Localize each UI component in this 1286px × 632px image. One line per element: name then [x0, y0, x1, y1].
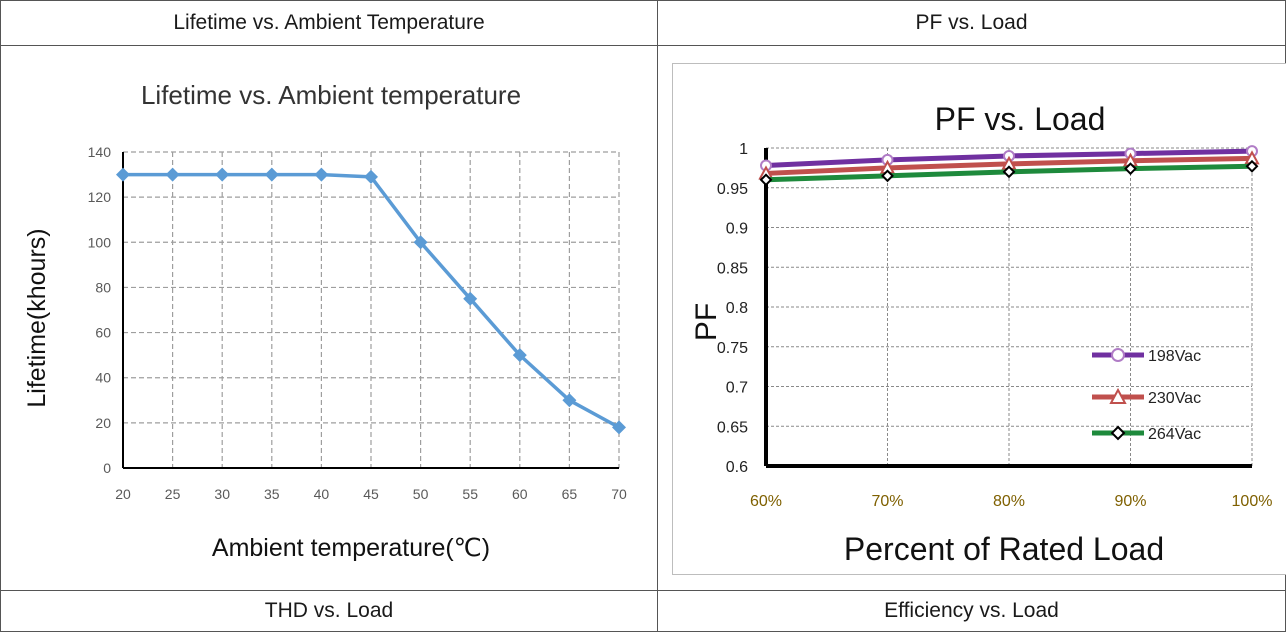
- header-pf: PF vs. Load: [657, 0, 1286, 46]
- data-point-264Vac: [1002, 165, 1016, 179]
- x-tick-label: 65: [562, 486, 578, 502]
- y-tick-label: 80: [95, 279, 111, 295]
- legend-marker-264Vac: [1110, 425, 1126, 441]
- y-tick-label: 0.95: [717, 181, 748, 198]
- y-tick-label: 60: [95, 325, 111, 341]
- legend-label-264Vac: 264Vac: [1148, 426, 1201, 443]
- x-tick-label: 70%: [871, 493, 903, 510]
- x-tick-label: 50: [413, 486, 429, 502]
- y-tick-label: 120: [88, 189, 112, 205]
- data-point-264Vac: [759, 173, 773, 187]
- y-tick-label: 20: [95, 415, 111, 431]
- x-tick-label: 60%: [750, 493, 782, 510]
- x-tick-label: 25: [165, 486, 181, 502]
- pf-cell: PF vs. Load 0.6 0.65 0.7 0.75 0.8 0.85 0.9 0.95 1…: [657, 45, 1286, 591]
- lifetime-cell: Lifetime vs. Ambient temperature 0 20 40 60 8…: [0, 45, 658, 591]
- y-tick-label: 0.85: [717, 260, 748, 277]
- x-tick-label: 20: [115, 486, 131, 502]
- lifetime-data-point: [215, 167, 230, 182]
- footer-efficiency: Efficiency vs. Load: [657, 590, 1286, 632]
- legend-label-198Vac: 198Vac: [1148, 348, 1201, 365]
- y-tick-label: 0.7: [726, 380, 748, 397]
- x-tick-label: 90%: [1114, 493, 1146, 510]
- y-tick-label: 0: [103, 460, 111, 476]
- y-tick-label: 0.8: [726, 300, 748, 317]
- x-tick-label: 30: [214, 486, 230, 502]
- lifetime-data-point: [165, 167, 180, 182]
- x-tick-label: 80%: [993, 493, 1025, 510]
- chart-title: PF vs. Load: [935, 101, 1106, 137]
- y-axis-label: PF: [690, 303, 723, 341]
- y-tick-label: 1: [739, 141, 748, 158]
- x-tick-label: 45: [363, 486, 379, 502]
- legend-label-230Vac: 230Vac: [1148, 390, 1201, 407]
- footer-thd: THD vs. Load: [0, 590, 658, 632]
- y-tick-label: 0.9: [726, 221, 748, 238]
- lifetime-data-point: [116, 167, 130, 182]
- y-tick-label: 0.65: [717, 419, 748, 436]
- x-axis-label: Ambient temperature(℃): [212, 534, 490, 562]
- lifetime-data-point: [364, 169, 378, 184]
- y-tick-label: 0.6: [726, 459, 748, 476]
- y-axis-label: Lifetime(khours): [23, 228, 51, 407]
- lifetime-data-point: [314, 167, 329, 182]
- data-point-264Vac: [881, 169, 894, 183]
- x-tick-label: 40: [314, 486, 330, 502]
- x-tick-label: 70: [611, 486, 627, 502]
- legend-marker-198Vac: [1111, 348, 1125, 362]
- x-axis-label: Percent of Rated Load: [844, 531, 1164, 567]
- lifetime-data-point: [264, 167, 279, 182]
- y-tick-label: 40: [95, 370, 111, 386]
- x-tick-label: 55: [462, 486, 478, 502]
- lifetime-chart: Lifetime vs. Ambient temperature02040608…: [23, 80, 627, 562]
- x-tick-label: 60: [512, 486, 528, 502]
- chart-title: Lifetime vs. Ambient temperature: [141, 80, 521, 110]
- data-point-264Vac: [1245, 159, 1259, 173]
- header-lifetime: Lifetime vs. Ambient Temperature: [0, 0, 658, 46]
- lifetime-data-point: [612, 420, 626, 435]
- y-tick-label: 0.75: [717, 340, 748, 357]
- y-tick-label: 100: [88, 234, 112, 250]
- x-tick-label: 100%: [1232, 493, 1273, 510]
- lifetime-data-point: [413, 235, 428, 250]
- x-tick-label: 35: [264, 486, 280, 502]
- lifetime-data-point: [512, 348, 527, 363]
- y-tick-label: 140: [88, 144, 112, 160]
- lifetime-data-point: [463, 291, 478, 306]
- legend-marker-230Vac: [1109, 387, 1127, 404]
- lifetime-data-point: [562, 393, 577, 408]
- data-point-264Vac: [1124, 162, 1137, 176]
- pf-chart: PF vs. Load 0.6 0.65 0.7 0.75 0.8 0.85 0.9 0.95 1…: [690, 101, 1273, 567]
